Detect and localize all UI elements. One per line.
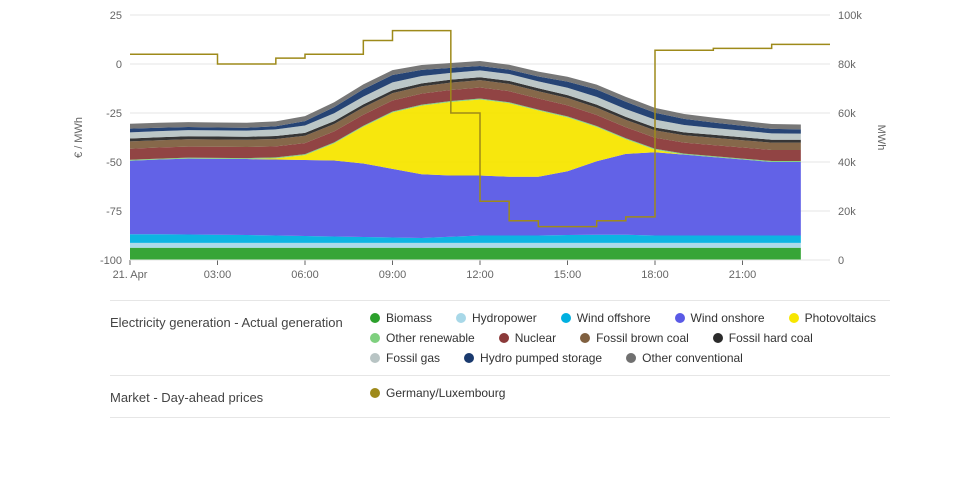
legend-swatch — [456, 313, 466, 323]
legend-market-items: Germany/Luxembourg — [370, 386, 505, 400]
legend-generation-title: Electricity generation - Actual generati… — [110, 311, 370, 330]
legend-label: Fossil hard coal — [729, 331, 813, 345]
y-left-tick: 0 — [116, 59, 122, 71]
legend-label: Wind offshore — [577, 311, 651, 325]
y-right-tick: 80k — [838, 59, 856, 71]
legend-swatch — [626, 353, 636, 363]
x-tick: 12:00 — [466, 269, 494, 281]
y-right-label: MWh — [875, 125, 887, 151]
legend-label: Wind onshore — [691, 311, 765, 325]
legend-label: Other renewable — [386, 331, 475, 345]
y-left-tick: 25 — [110, 10, 122, 22]
area-hydropower — [130, 243, 801, 248]
legend-item[interactable]: Nuclear — [499, 331, 556, 345]
legend-market: Market - Day-ahead prices Germany/Luxemb… — [110, 375, 890, 418]
legend-item[interactable]: Wind onshore — [675, 311, 765, 325]
legend-item[interactable]: Other conventional — [626, 351, 743, 365]
legend-swatch — [464, 353, 474, 363]
legend-label: Photovoltaics — [805, 311, 876, 325]
legend-label: Biomass — [386, 311, 432, 325]
x-tick: 21:00 — [729, 269, 757, 281]
legend-item[interactable]: Other renewable — [370, 331, 475, 345]
legend-label: Nuclear — [515, 331, 556, 345]
legend-swatch — [370, 313, 380, 323]
legend-swatch — [580, 333, 590, 343]
y-left-tick: -100 — [100, 255, 122, 267]
legend-item[interactable]: Hydropower — [456, 311, 537, 325]
legend-item[interactable]: Hydro pumped storage — [464, 351, 602, 365]
chart-container: -100 -75 -50 -25 0 25 0 20k 40k 60k 80k 100k 21. Apr… — [0, 0, 960, 290]
legend-label: Germany/Luxembourg — [386, 386, 505, 400]
x-tick: 09:00 — [379, 269, 407, 281]
legend-label: Other conventional — [642, 351, 743, 365]
x-tick: 21. Apr — [113, 269, 148, 281]
legend-swatch — [499, 333, 509, 343]
legend-item[interactable]: Biomass — [370, 311, 432, 325]
x-tick: 03:00 — [204, 269, 232, 281]
y-left-tick: -75 — [106, 206, 122, 218]
y-left-tick: -25 — [106, 108, 122, 120]
y-right-tick: 20k — [838, 206, 856, 218]
y-left-label: € / MWh — [73, 117, 85, 158]
legend-swatch — [370, 388, 380, 398]
y-right-tick: 0 — [838, 255, 844, 267]
legend-generation: Electricity generation - Actual generati… — [110, 300, 890, 365]
area-biomass — [130, 248, 801, 260]
legend-item[interactable]: Fossil hard coal — [713, 331, 813, 345]
x-tick: 06:00 — [291, 269, 319, 281]
legend-item[interactable]: Fossil brown coal — [580, 331, 689, 345]
y-right-tick: 100k — [838, 10, 862, 22]
legend-item[interactable]: Germany/Luxembourg — [370, 386, 505, 400]
legend-swatch — [713, 333, 723, 343]
legend-swatch — [789, 313, 799, 323]
legend-swatch — [675, 313, 685, 323]
y-left-tick: -50 — [106, 157, 122, 169]
x-tick: 18:00 — [641, 269, 669, 281]
energy-chart: -100 -75 -50 -25 0 25 0 20k 40k 60k 80k 100k 21. Apr… — [0, 0, 960, 290]
y-right-tick: 40k — [838, 157, 856, 169]
legend-label: Fossil brown coal — [596, 331, 689, 345]
legend-item[interactable]: Photovoltaics — [789, 311, 876, 325]
legend-swatch — [370, 333, 380, 343]
legend-label: Fossil gas — [386, 351, 440, 365]
legend-item[interactable]: Wind offshore — [561, 311, 651, 325]
legend-market-title: Market - Day-ahead prices — [110, 386, 370, 405]
x-tick: 15:00 — [554, 269, 582, 281]
legend-item[interactable]: Fossil gas — [370, 351, 440, 365]
legend-swatch — [561, 313, 571, 323]
legend-generation-items: Biomass Hydropower Wind offshore Wind onsho… — [370, 311, 890, 365]
y-right-tick: 60k — [838, 108, 856, 120]
legend-label: Hydropower — [472, 311, 537, 325]
legend-swatch — [370, 353, 380, 363]
legend-label: Hydro pumped storage — [480, 351, 602, 365]
